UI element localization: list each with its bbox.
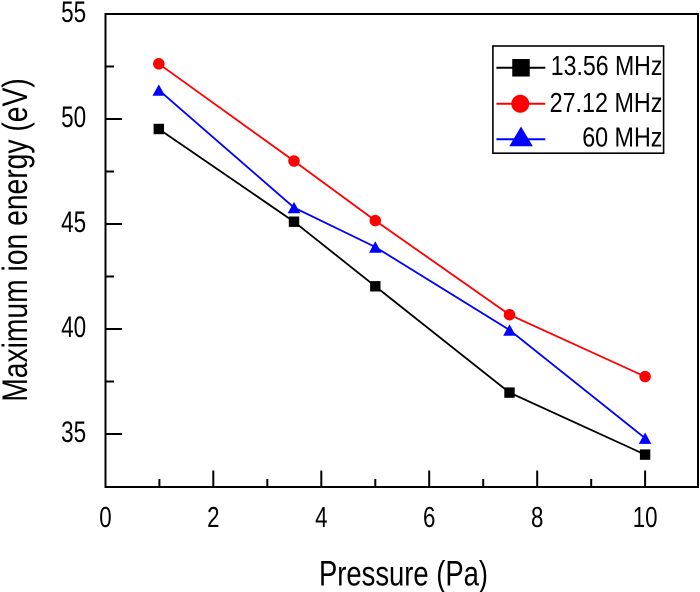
svg-text:6: 6 (423, 502, 435, 534)
svg-text:Maximum ion energy (eV): Maximum ion energy (eV) (0, 78, 35, 402)
svg-text:0: 0 (99, 502, 111, 534)
svg-text:2: 2 (207, 502, 219, 534)
svg-text:40: 40 (61, 311, 86, 344)
svg-text:8: 8 (531, 502, 543, 534)
svg-text:45: 45 (61, 206, 86, 239)
svg-text:55: 55 (61, 0, 86, 29)
svg-text:Pressure (Pa): Pressure (Pa) (319, 555, 488, 592)
svg-text:13.56 MHz: 13.56 MHz (551, 50, 663, 81)
svg-text:50: 50 (61, 101, 86, 134)
svg-text:10: 10 (633, 502, 658, 534)
svg-text:35: 35 (61, 416, 86, 449)
svg-text:4: 4 (315, 502, 327, 534)
svg-text:60 MHz: 60 MHz (582, 122, 662, 153)
svg-text:27.12 MHz: 27.12 MHz (550, 87, 663, 118)
